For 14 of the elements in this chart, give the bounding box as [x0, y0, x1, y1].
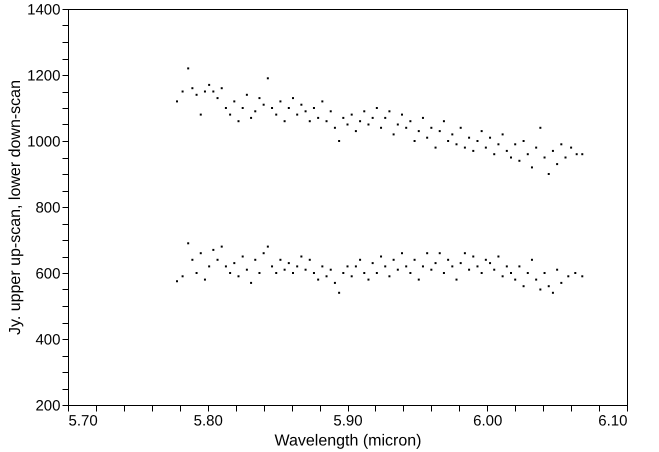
x-tick-label: 6.00 [473, 412, 502, 430]
y-axis-title: Jy. upper up-scan, lower down-scan [7, 80, 24, 335]
x-tick-label: 6.10 [598, 412, 628, 430]
y-tick-label: 1400 [27, 2, 60, 18]
x-tick-label: 5.80 [194, 412, 223, 430]
y-tick-label: 800 [35, 200, 60, 216]
x-tick-label: 5.70 [68, 412, 98, 430]
y-tick-label: 400 [35, 332, 60, 348]
y-tick-label: 1200 [27, 68, 60, 84]
y-tick-label: 1000 [27, 134, 60, 150]
x-axis-title: Wavelength (micron) [274, 432, 422, 450]
x-tick-label: 5.90 [333, 412, 363, 430]
y-tick-label: 600 [35, 266, 60, 282]
y-tick-label: 200 [35, 398, 60, 414]
